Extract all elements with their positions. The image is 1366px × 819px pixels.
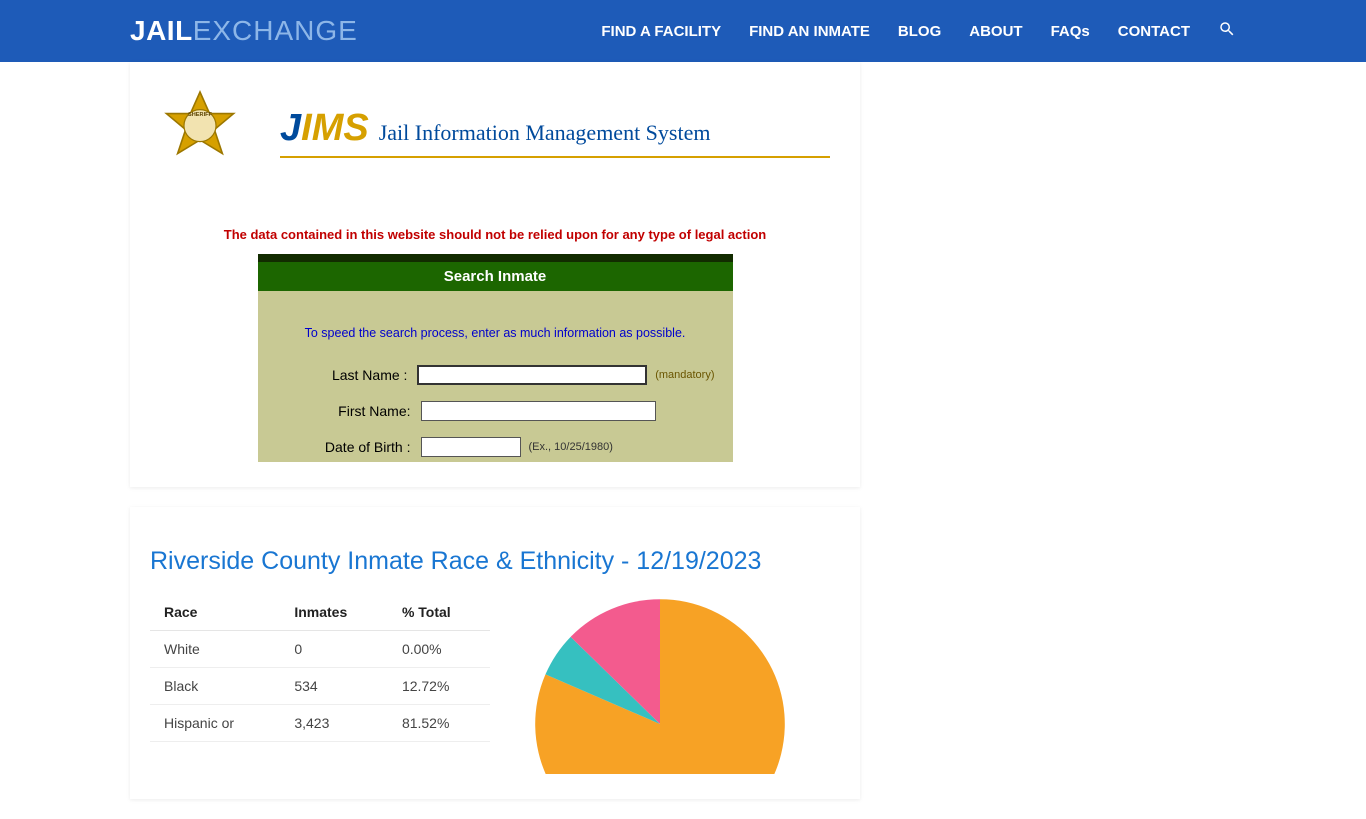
pie-chart xyxy=(530,594,790,774)
table-row: Black53412.72% xyxy=(150,668,490,705)
logo-text-exchange: EXCHANGE xyxy=(193,15,358,47)
table-cell: 0.00% xyxy=(388,631,490,668)
disclaimer-text: The data contained in this website shoul… xyxy=(150,197,840,254)
label-dob: Date of Birth : xyxy=(276,439,421,455)
site-logo[interactable]: JAIL EXCHANGE xyxy=(130,15,358,47)
jims-title: JIMS Jail Information Management System xyxy=(280,107,830,158)
jims-full-name: Jail Information Management System xyxy=(379,120,711,146)
nav-find-facility[interactable]: FIND A FACILITY xyxy=(601,23,721,40)
site-header: JAIL EXCHANGE FIND A FACILITY FIND AN IN… xyxy=(0,0,1366,62)
search-inmate-panel: Search Inmate To speed the search proces… xyxy=(258,254,733,462)
label-last-name: Last Name : xyxy=(276,367,418,383)
svg-text:SHERIFF: SHERIFF xyxy=(188,112,213,118)
table-cell: Hispanic or xyxy=(150,705,280,742)
input-dob[interactable] xyxy=(421,437,521,457)
table-cell: 12.72% xyxy=(388,668,490,705)
table-cell: White xyxy=(150,631,280,668)
nav-find-inmate[interactable]: FIND AN INMATE xyxy=(749,23,870,40)
table-cell: 81.52% xyxy=(388,705,490,742)
stats-table: Race Inmates % Total White00.00%Black534… xyxy=(150,594,490,742)
search-inmate-header: Search Inmate xyxy=(258,262,733,291)
jims-logo-j: J xyxy=(280,107,301,149)
row-first-name: First Name: xyxy=(276,401,715,421)
note-mandatory: (mandatory) xyxy=(655,369,714,381)
col-race: Race xyxy=(150,594,280,631)
input-last-name[interactable] xyxy=(417,365,647,385)
stats-heading: Riverside County Inmate Race & Ethnicity… xyxy=(150,507,840,594)
row-dob: Date of Birth : (Ex., 10/25/1980) xyxy=(276,437,715,457)
table-cell: Black xyxy=(150,668,280,705)
search-hint: To speed the search process, enter as mu… xyxy=(276,326,715,340)
main-nav: FIND A FACILITY FIND AN INMATE BLOG ABOU… xyxy=(601,20,1236,43)
jims-card: SHERIFF JIMS Jail Information Management… xyxy=(130,62,860,487)
nav-faqs[interactable]: FAQs xyxy=(1051,23,1090,40)
input-first-name[interactable] xyxy=(421,401,656,421)
search-icon[interactable] xyxy=(1218,20,1236,43)
jims-header: SHERIFF JIMS Jail Information Management… xyxy=(150,87,840,197)
table-row: Hispanic or3,42381.52% xyxy=(150,705,490,742)
jims-logo-ims: IMS xyxy=(301,107,369,149)
logo-text-jail: JAIL xyxy=(130,15,193,47)
stats-card: Riverside County Inmate Race & Ethnicity… xyxy=(130,507,860,799)
col-pct: % Total xyxy=(388,594,490,631)
nav-contact[interactable]: CONTACT xyxy=(1118,23,1190,40)
nav-about[interactable]: ABOUT xyxy=(969,23,1022,40)
table-row: White00.00% xyxy=(150,631,490,668)
label-first-name: First Name: xyxy=(276,403,421,419)
table-cell: 534 xyxy=(280,668,388,705)
table-cell: 3,423 xyxy=(280,705,388,742)
sheriff-badge-icon: SHERIFF xyxy=(160,87,240,177)
row-last-name: Last Name : (mandatory) xyxy=(276,365,715,385)
search-top-bar xyxy=(258,254,733,262)
table-cell: 0 xyxy=(280,631,388,668)
note-dob-example: (Ex., 10/25/1980) xyxy=(529,441,613,453)
nav-blog[interactable]: BLOG xyxy=(898,23,941,40)
search-form: To speed the search process, enter as mu… xyxy=(258,291,733,462)
col-inmates: Inmates xyxy=(280,594,388,631)
